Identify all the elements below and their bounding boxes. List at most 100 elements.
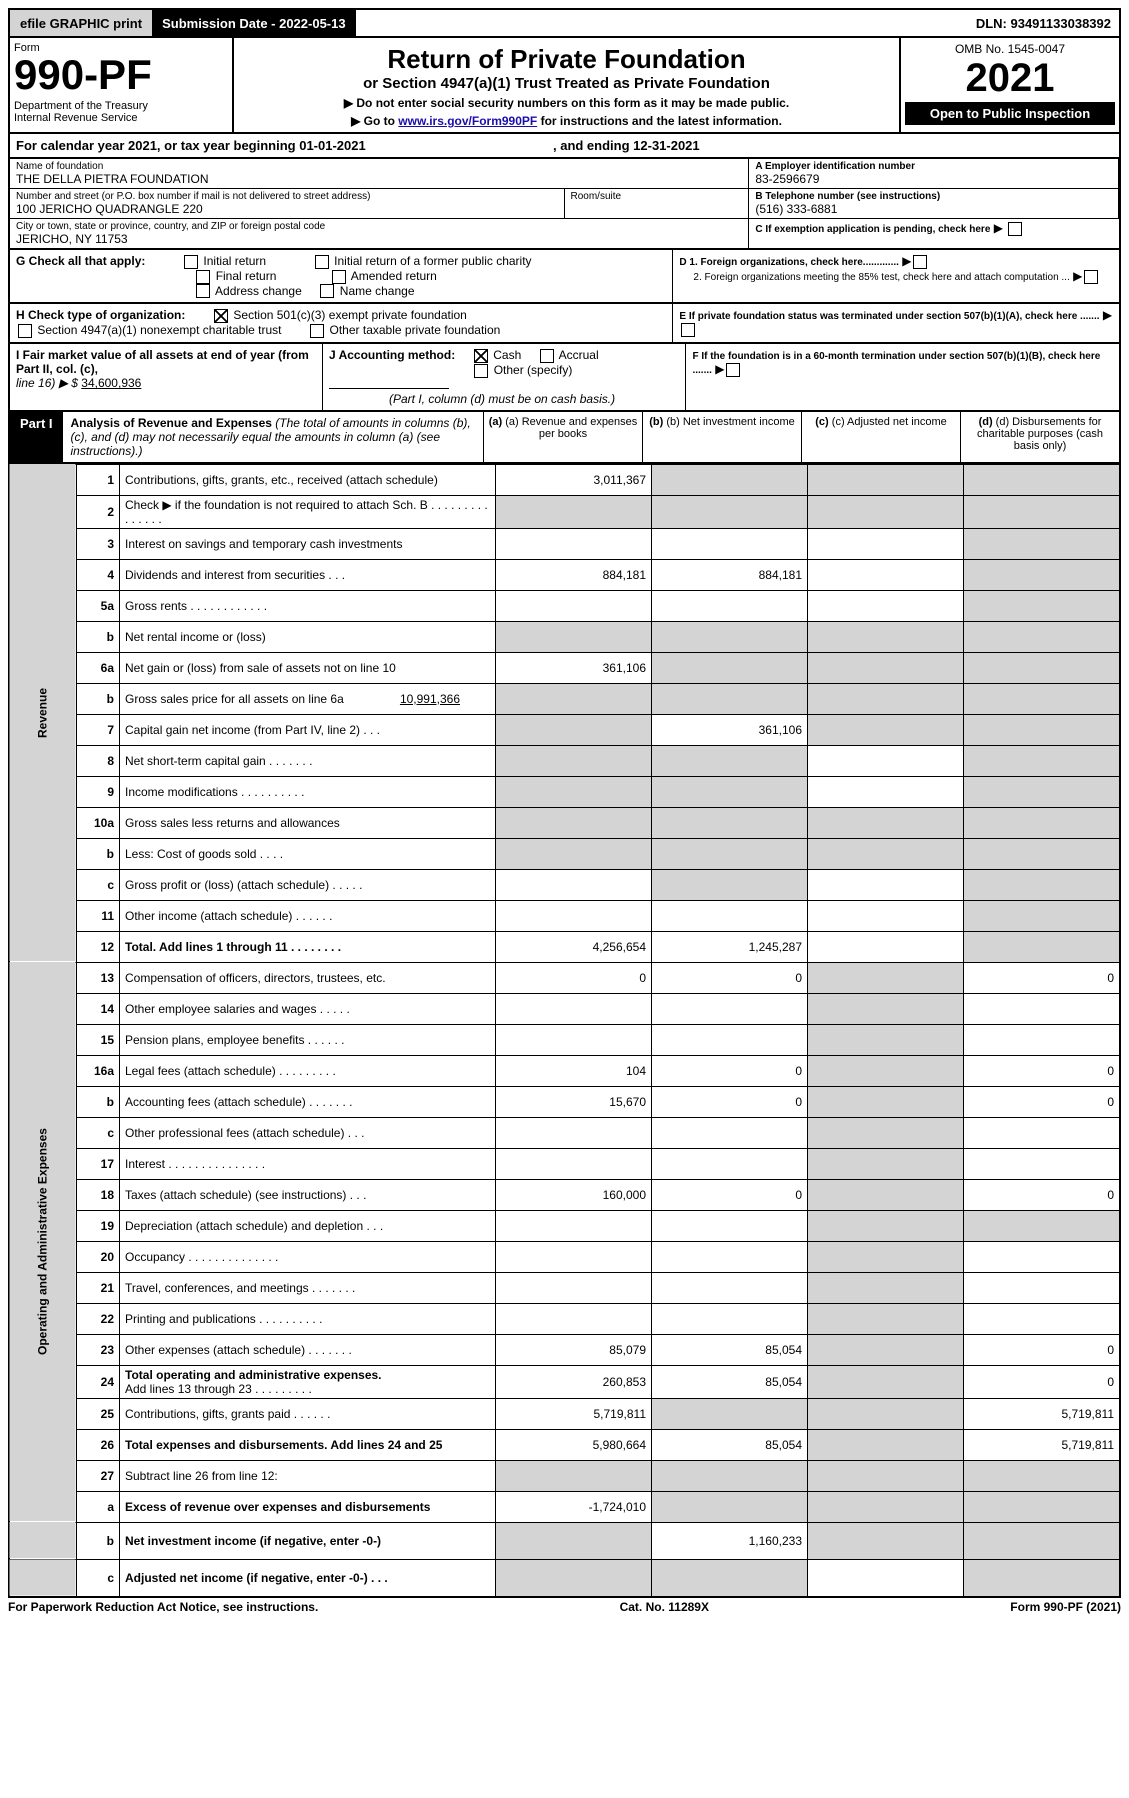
table-row: 27Subtract line 26 from line 12:	[9, 1460, 1120, 1491]
j-accrual: Accrual	[559, 348, 599, 362]
row-13-b: 0	[652, 962, 808, 993]
g-label: G Check all that apply:	[16, 254, 145, 268]
instructions-link[interactable]: www.irs.gov/Form990PF	[398, 114, 537, 128]
table-row: 7Capital gain net income (from Part IV, …	[9, 714, 1120, 745]
g-initial-former: Initial return of a former public charit…	[334, 254, 531, 268]
fmv-value: 34,600,936	[81, 376, 141, 390]
c-label: C If exemption application is pending, c…	[755, 224, 990, 235]
accrual-checkbox[interactable]	[540, 349, 554, 363]
table-row: cOther professional fees (attach schedul…	[9, 1117, 1120, 1148]
j-note: (Part I, column (d) must be on cash basi…	[329, 392, 615, 406]
table-row: bLess: Cost of goods sold . . . .	[9, 838, 1120, 869]
row-23-a: 85,079	[496, 1334, 652, 1365]
j-section: J Accounting method: Cash Accrual Other …	[323, 344, 686, 410]
expenses-section-label: Operating and Administrative Expenses	[9, 962, 77, 1522]
initial-return-checkbox[interactable]	[184, 255, 198, 269]
cash-checkbox[interactable]	[474, 349, 488, 363]
e-checkbox[interactable]	[681, 323, 695, 337]
col-a-head: (a) (a) Revenue and expenses per books	[483, 412, 642, 462]
row-16b-a: 15,670	[496, 1086, 652, 1117]
row-10a-label: Gross sales less returns and allowances	[120, 807, 496, 838]
f-section: F If the foundation is in a 60-month ter…	[686, 344, 1119, 410]
pra-notice: For Paperwork Reduction Act Notice, see …	[8, 1600, 318, 1614]
revenue-expenses-table: Revenue 1Contributions, gifts, grants, e…	[8, 464, 1121, 1598]
g-final: Final return	[216, 269, 277, 283]
row-16a-b: 0	[652, 1055, 808, 1086]
header-left: Form 990-PF Department of the Treasury I…	[10, 38, 234, 132]
table-row: 3Interest on savings and temporary cash …	[9, 528, 1120, 559]
address-change-checkbox[interactable]	[196, 284, 210, 298]
other-method-checkbox[interactable]	[474, 364, 488, 378]
row-1-a: 3,011,367	[496, 464, 652, 495]
table-row: 25Contributions, gifts, grants paid . . …	[9, 1398, 1120, 1429]
table-row: aExcess of revenue over expenses and dis…	[9, 1491, 1120, 1522]
addr-label: Number and street (or P.O. box number if…	[16, 191, 558, 202]
d2-checkbox[interactable]	[1084, 270, 1098, 284]
c-checkbox[interactable]	[1008, 222, 1022, 236]
table-row: Operating and Administrative Expenses 13…	[9, 962, 1120, 993]
efile-button[interactable]: efile GRAPHIC print	[10, 10, 154, 36]
row-23-label: Other expenses (attach schedule) . . . .…	[120, 1334, 496, 1365]
g-d-row: G Check all that apply: Initial return I…	[8, 250, 1121, 304]
open-to-public: Open to Public Inspection	[905, 102, 1115, 125]
org-info-grid: Name of foundation THE DELLA PIETRA FOUN…	[8, 159, 1121, 250]
h-other-checkbox[interactable]	[310, 324, 324, 338]
row-23-b: 85,054	[652, 1334, 808, 1365]
row-16a-a: 104	[496, 1055, 652, 1086]
row-24-d: 0	[964, 1365, 1121, 1398]
final-return-checkbox[interactable]	[196, 270, 210, 284]
row-26-label: Total expenses and disbursements. Add li…	[120, 1429, 496, 1460]
i-section: I Fair market value of all assets at end…	[10, 344, 323, 410]
dept-label: Department of the Treasury Internal Reve…	[14, 100, 224, 124]
col-a-label: (a) Revenue and expenses per books	[505, 416, 637, 440]
h-501c3-checkbox[interactable]	[214, 309, 228, 323]
table-row: 18Taxes (attach schedule) (see instructi…	[9, 1179, 1120, 1210]
row-14-label: Other employee salaries and wages . . . …	[120, 993, 496, 1024]
row-5a-label: Gross rents . . . . . . . . . . . .	[120, 590, 496, 621]
name-change-checkbox[interactable]	[320, 284, 334, 298]
row-2-label: Check ▶ if the foundation is not require…	[120, 495, 496, 528]
table-row: bNet rental income or (loss)	[9, 621, 1120, 652]
row-6b-value: 10,991,366	[400, 692, 490, 706]
f-checkbox[interactable]	[726, 363, 740, 377]
j-label: J Accounting method:	[329, 348, 455, 362]
table-row: cAdjusted net income (if negative, enter…	[9, 1559, 1120, 1597]
initial-former-checkbox[interactable]	[315, 255, 329, 269]
table-row: 9Income modifications . . . . . . . . . …	[9, 776, 1120, 807]
addr-value: 100 JERICHO QUADRANGLE 220	[16, 202, 558, 216]
h-e-row: H Check type of organization: Section 50…	[8, 304, 1121, 344]
h-label: H Check type of organization:	[16, 308, 185, 322]
row-1-label: Contributions, gifts, grants, etc., rece…	[120, 464, 496, 495]
page-footer: For Paperwork Reduction Act Notice, see …	[8, 1600, 1121, 1614]
row-12-a: 4,256,654	[496, 931, 652, 962]
col-c-head: (c) (c) Adjusted net income	[801, 412, 960, 462]
city-value: JERICHO, NY 11753	[16, 232, 742, 246]
part1-tag: Part I	[10, 412, 63, 462]
row-18-label: Taxes (attach schedule) (see instruction…	[120, 1179, 496, 1210]
col-d-label: (d) Disbursements for charitable purpose…	[977, 416, 1103, 452]
i-label: I Fair market value of all assets at end…	[16, 348, 309, 376]
row-20-label: Occupancy . . . . . . . . . . . . . .	[120, 1241, 496, 1272]
table-row: 20Occupancy . . . . . . . . . . . . . .	[9, 1241, 1120, 1272]
row-16b-d: 0	[964, 1086, 1121, 1117]
e-section: E If private foundation status was termi…	[673, 304, 1119, 342]
d1-checkbox[interactable]	[913, 255, 927, 269]
table-row: 15Pension plans, employee benefits . . .…	[9, 1024, 1120, 1055]
table-row: 5aGross rents . . . . . . . . . . . .	[9, 590, 1120, 621]
g-address: Address change	[215, 284, 302, 298]
row-10b-label: Less: Cost of goods sold . . . .	[120, 838, 496, 869]
amended-return-checkbox[interactable]	[332, 270, 346, 284]
note2-suffix: for instructions and the latest informat…	[541, 114, 782, 128]
table-row: bNet investment income (if negative, ent…	[9, 1522, 1120, 1559]
city-label: City or town, state or province, country…	[16, 221, 742, 232]
h-4947-checkbox[interactable]	[18, 324, 32, 338]
row-9-label: Income modifications . . . . . . . . . .	[120, 776, 496, 807]
omb-number: OMB No. 1545-0047	[905, 42, 1115, 56]
row-13-label: Compensation of officers, directors, tru…	[120, 962, 496, 993]
col-d-head: (d) (d) Disbursements for charitable pur…	[960, 412, 1119, 462]
row-18-a: 160,000	[496, 1179, 652, 1210]
table-row: 19Depreciation (attach schedule) and dep…	[9, 1210, 1120, 1241]
g-initial: Initial return	[203, 254, 266, 268]
phone-value: (516) 333-6881	[755, 202, 1112, 216]
table-row: 10aGross sales less returns and allowanc…	[9, 807, 1120, 838]
